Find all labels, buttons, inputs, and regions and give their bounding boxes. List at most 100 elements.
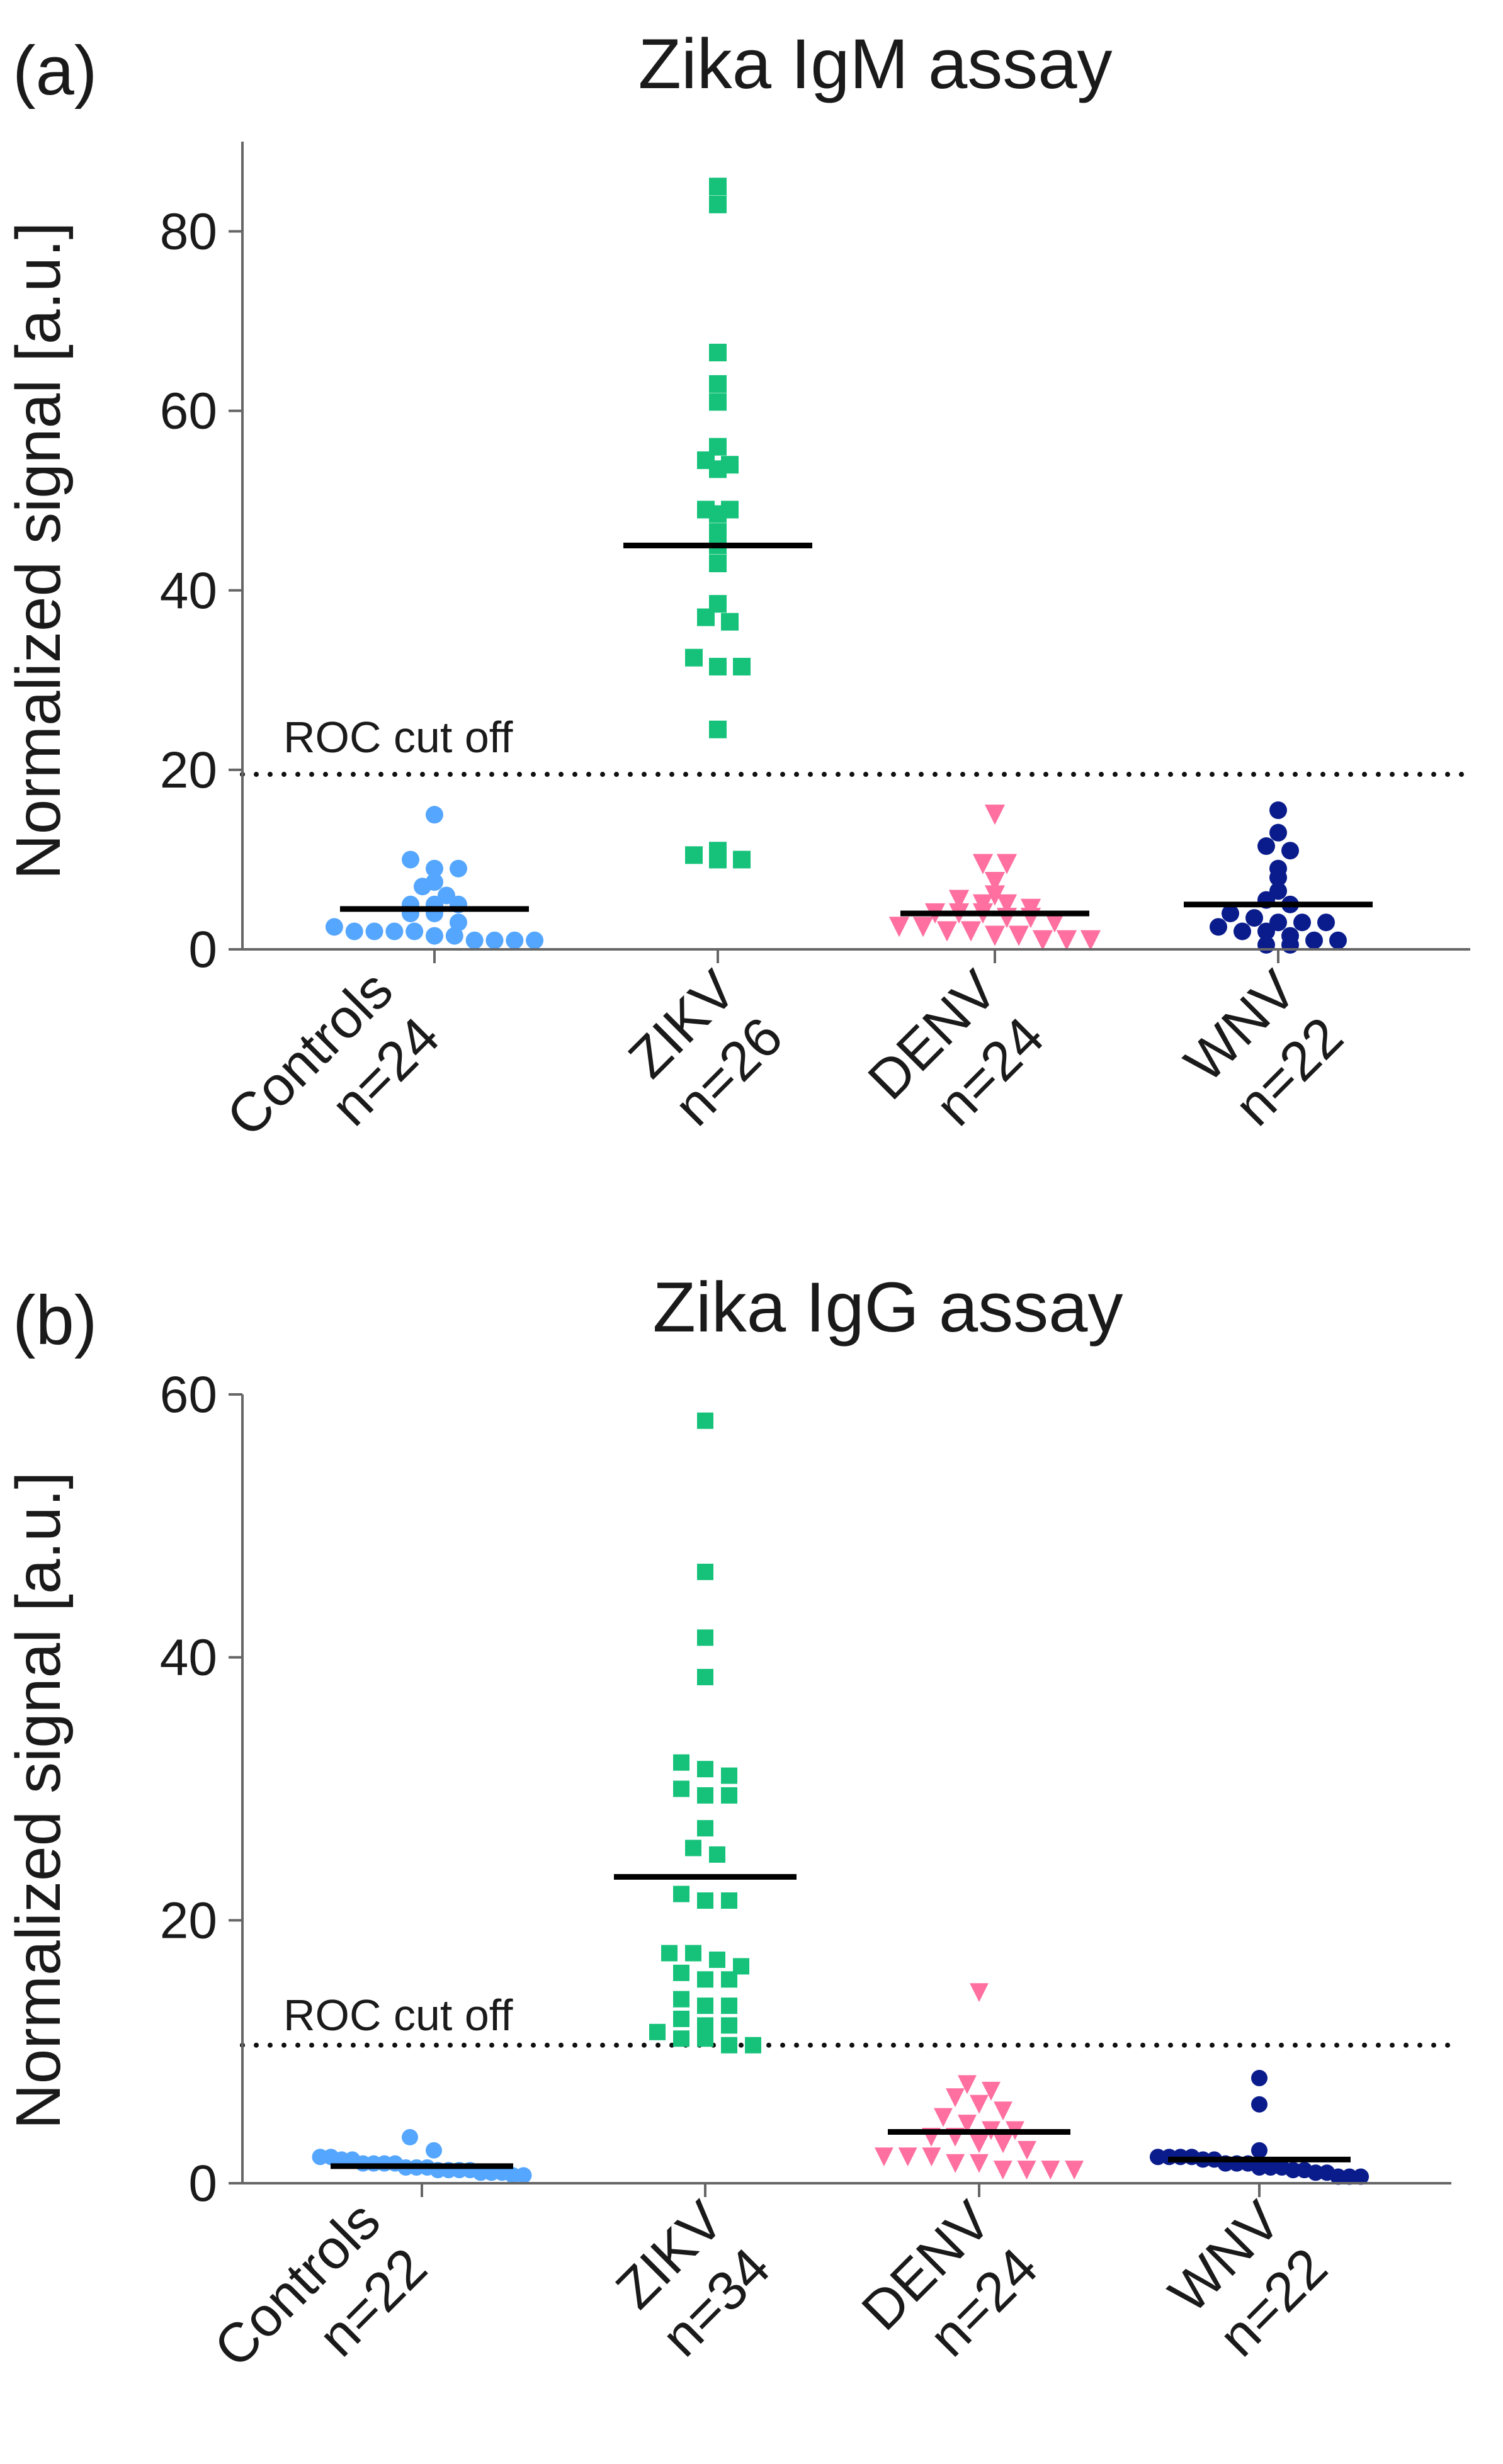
y-tick-label: 20	[160, 742, 217, 799]
data-point-zikv	[709, 505, 727, 523]
data-point-denv	[984, 925, 1006, 946]
data-point-denv	[1008, 925, 1029, 946]
data-point-wnv	[1269, 882, 1287, 900]
data-point-wnv	[1305, 931, 1323, 949]
data-point-zikv	[673, 1964, 689, 1981]
data-point-zikv	[733, 657, 751, 675]
y-tick-label: 0	[188, 921, 217, 978]
data-point-zikv	[697, 1820, 713, 1837]
data-point-denv	[1018, 2140, 1036, 2160]
data-point-denv	[874, 2147, 893, 2167]
data-point-wnv	[1285, 2162, 1302, 2179]
data-point-denv	[994, 2101, 1012, 2121]
data-points	[325, 178, 1347, 954]
data-point-wnv	[1262, 2159, 1279, 2176]
x-label-denv: DENV n=24	[856, 958, 1055, 1138]
data-point-zikv	[697, 1629, 713, 1646]
data-point-wnv	[1257, 922, 1275, 941]
data-point-zikv	[721, 1971, 737, 1988]
data-point-zikv	[733, 851, 751, 869]
data-point-denv	[984, 871, 1006, 893]
data-point-denv	[996, 854, 1018, 874]
median-lines	[331, 1873, 1351, 2169]
data-point-zikv	[673, 2030, 689, 2047]
data-point-zikv	[697, 1668, 713, 1685]
data-point-wnv	[1293, 913, 1311, 932]
data-point-zikv	[673, 2010, 689, 2027]
data-point-zikv	[673, 1780, 689, 1797]
data-point-denv	[912, 917, 934, 937]
data-point-controls	[506, 931, 524, 949]
y-tick-label: 20	[160, 1892, 217, 1949]
data-point-zikv	[697, 1563, 713, 1580]
data-point-denv	[1056, 930, 1077, 951]
data-point-zikv	[709, 657, 727, 675]
data-point-zikv	[649, 2023, 666, 2040]
data-point-zikv	[697, 1971, 713, 1988]
x-label-wnv: WNV n=22	[1157, 2189, 1339, 2368]
data-point-controls	[515, 2167, 532, 2184]
data-point-zikv	[697, 1761, 713, 1778]
data-point-wnv	[1251, 2096, 1268, 2113]
data-point-denv	[1080, 930, 1101, 951]
data-point-zikv	[721, 1892, 737, 1909]
data-point-zikv	[685, 1840, 701, 1856]
y-tick-label: 60	[160, 383, 217, 440]
data-point-controls	[406, 922, 424, 941]
data-point-zikv	[661, 1945, 678, 1962]
x-label-wnv: WNV n=22	[1172, 958, 1354, 1138]
x-label-zikv: ZIKV n=34	[604, 2189, 782, 2368]
panel-letter: (b)	[13, 1282, 97, 1359]
data-point-wnv	[1269, 801, 1287, 820]
y-ticks: 0 20 40 60	[160, 1366, 1261, 2212]
data-point-controls	[402, 851, 419, 869]
data-point-denv	[960, 921, 982, 942]
data-point-wnv	[1149, 2149, 1166, 2166]
data-point-wnv	[1251, 2159, 1268, 2176]
data-point-controls	[485, 931, 504, 949]
data-point-denv	[1044, 912, 1065, 933]
data-point-zikv	[721, 1767, 737, 1784]
y-tick-label: 80	[160, 203, 217, 261]
data-point-zikv	[709, 1846, 725, 1863]
data-point-zikv	[721, 613, 739, 631]
y-tick-label: 40	[160, 562, 217, 619]
data-point-zikv	[709, 851, 727, 869]
data-point-controls	[426, 927, 443, 945]
data-point-controls	[465, 931, 484, 949]
y-tick-label: 0	[188, 2155, 217, 2212]
data-point-controls	[345, 922, 363, 941]
data-point-zikv	[697, 1998, 713, 2015]
data-points	[312, 1412, 1370, 2185]
data-point-denv	[946, 2088, 965, 2108]
data-point-controls	[325, 918, 343, 936]
data-point-denv	[970, 2134, 989, 2154]
data-point-controls	[450, 859, 467, 878]
y-axis-label: Normalized signal [a.u.]	[3, 222, 74, 880]
data-point-wnv	[1353, 2168, 1370, 2185]
data-point-wnv	[1257, 837, 1275, 856]
x-label-zikv: ZIKV n=26	[616, 958, 795, 1138]
data-point-zikv	[673, 1885, 689, 1902]
x-label-denv: DENV n=24	[849, 2189, 1049, 2368]
data-point-zikv	[721, 1787, 737, 1804]
data-point-zikv	[745, 2037, 761, 2054]
axes	[241, 142, 1470, 951]
data-point-wnv	[1222, 904, 1239, 922]
data-point-wnv	[1281, 842, 1299, 860]
data-point-denv	[970, 2094, 989, 2114]
data-point-zikv	[709, 178, 727, 196]
data-point-wnv	[1234, 922, 1251, 941]
data-point-denv	[984, 805, 1006, 825]
y-axis-label: Normalized signal [a.u.]	[3, 1472, 74, 2130]
data-point-zikv	[709, 375, 727, 393]
data-point-controls	[385, 922, 404, 941]
data-point-zikv	[697, 1892, 713, 1909]
y-tick-label: 60	[160, 1366, 217, 1423]
data-point-denv	[958, 2075, 977, 2094]
data-point-wnv	[1341, 2168, 1358, 2185]
data-point-zikv	[697, 1412, 713, 1429]
x-category-labels: Controls n=22 ZIKV n=34 DENV n=24 WNV n=…	[202, 2189, 1339, 2379]
data-point-zikv	[709, 344, 727, 362]
data-point-denv	[936, 921, 958, 942]
